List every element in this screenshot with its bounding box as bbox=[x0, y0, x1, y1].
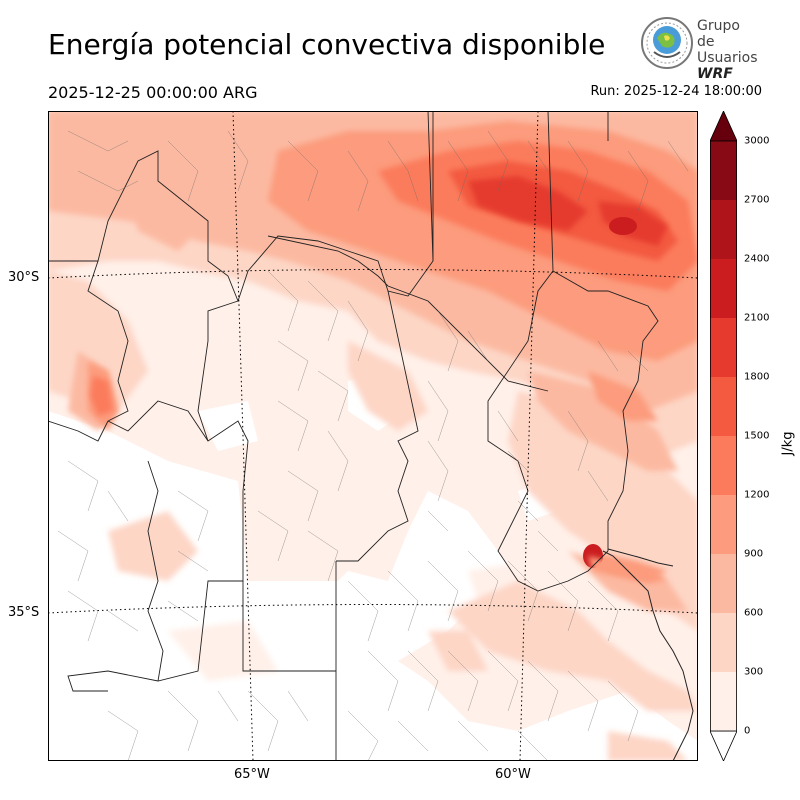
grupo-usuarios-wrf-logo: Grupo de Usuarios WRF bbox=[640, 16, 760, 82]
coastline bbox=[602, 548, 694, 761]
logo-text-line1: Grupo de bbox=[697, 18, 740, 50]
cape-hotspot-buenos-aires bbox=[588, 556, 668, 583]
province-boundaries bbox=[48, 111, 659, 761]
colorbar-segment bbox=[710, 377, 737, 436]
colorbar-frame bbox=[710, 140, 737, 732]
colorbar-segment bbox=[710, 672, 737, 731]
lat-label-30s: 30°S bbox=[8, 270, 40, 285]
colorbar-tick-label: 1800 bbox=[744, 371, 770, 383]
colorbar-tick-label: 2100 bbox=[744, 312, 770, 324]
colorbar-tick-label: 2700 bbox=[744, 194, 770, 206]
colorbar-tick-label: 900 bbox=[744, 548, 764, 560]
colorbar-tick-label: 1500 bbox=[744, 430, 770, 442]
colorbar-tick-label: 3000 bbox=[744, 135, 770, 147]
globe-logo-icon bbox=[641, 17, 693, 69]
lat-label-35s: 35°S bbox=[8, 605, 40, 620]
colorbar bbox=[710, 111, 737, 761]
logo-text-line2: Usuarios bbox=[697, 50, 758, 66]
map-title: Energía potencial convectiva disponible bbox=[48, 28, 606, 61]
colorbar-segment bbox=[710, 141, 737, 200]
colorbar-under-triangle bbox=[710, 730, 737, 761]
department-boundaries bbox=[57, 130, 689, 761]
map-frame bbox=[48, 111, 698, 761]
colorbar-segment bbox=[710, 259, 737, 318]
lon-label-65w: 65°W bbox=[234, 767, 270, 782]
colorbar-tick-label: 300 bbox=[744, 666, 764, 678]
colorbar-segment bbox=[710, 554, 737, 613]
valid-time: 2025-12-25 00:00:00 ARG bbox=[48, 83, 258, 102]
colorbar-tick-label: 600 bbox=[744, 607, 764, 619]
colorbar-over-triangle bbox=[710, 111, 737, 142]
logo-text-wrf: WRF bbox=[697, 66, 733, 82]
cape-map bbox=[48, 111, 698, 761]
graticule bbox=[48, 111, 698, 761]
colorbar-segment bbox=[710, 613, 737, 672]
colorbar-tick-label: 2400 bbox=[744, 253, 770, 265]
colorbar-unit-label: J/kg bbox=[780, 431, 796, 456]
colorbar-segment bbox=[710, 495, 737, 554]
colorbar-tick-label: 0 bbox=[744, 725, 751, 737]
colorbar-tick-label: 1200 bbox=[744, 489, 770, 501]
lon-label-60w: 60°W bbox=[495, 767, 531, 782]
colorbar-segment bbox=[710, 200, 737, 259]
colorbar-segment bbox=[710, 436, 737, 495]
run-time: Run: 2025-12-24 18:00:00 bbox=[590, 84, 762, 99]
colorbar-segment bbox=[710, 318, 737, 377]
